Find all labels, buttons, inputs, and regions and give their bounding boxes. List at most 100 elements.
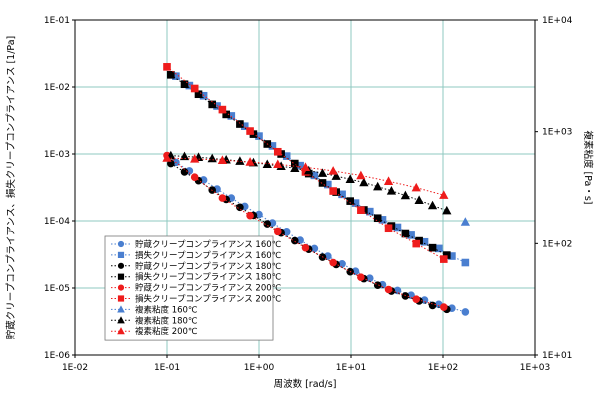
legend-item: 複素粘度 160℃: [111, 304, 198, 315]
legend-label: 複素粘度 200℃: [135, 326, 198, 337]
data-point: [328, 166, 338, 175]
plot-frame: [74, 19, 536, 356]
data-point: [373, 214, 382, 223]
data-point: [401, 229, 410, 238]
data-point: [245, 157, 255, 166]
legend-label: 複素粘度 160℃: [135, 304, 198, 315]
data-point: [246, 211, 254, 220]
data-point: [273, 147, 282, 156]
legend-item: 損失クリープコンプライアンス 180℃: [111, 272, 282, 283]
x-axis-title: 周波数 [rad/s]: [274, 378, 337, 390]
x-tick-label: 1E+03: [520, 363, 550, 373]
data-point: [318, 179, 327, 187]
data-point: [461, 258, 470, 267]
data-point: [427, 200, 438, 210]
data-point: [384, 285, 393, 294]
data-point: [236, 203, 244, 212]
data-point: [357, 273, 365, 281]
y-left-tick-label: 1E-02: [44, 83, 70, 93]
data-point: [218, 194, 227, 202]
legend-item: 複素粘度 180℃: [111, 315, 198, 326]
legend-item: 損失クリープコンプライアンス 160℃: [111, 250, 282, 261]
y-left-axis: 1E-06 1E-05 1E-04 1E-03 1E-02 1E-01: [44, 16, 75, 361]
data-point: [412, 239, 421, 248]
legend-label: 損失クリープコンプライアンス 160℃: [135, 250, 282, 261]
legend-marker: [117, 327, 125, 335]
data-point: [163, 63, 171, 71]
legend-label: 複素粘度 180℃: [135, 315, 198, 326]
y-left-tick-label: 1E-04: [44, 217, 70, 227]
legend-label: 貯蔵クリープコンプライアンス 160℃: [135, 239, 282, 250]
data-point: [461, 308, 470, 316]
y-left-tick-label: 1E-01: [44, 16, 70, 26]
data-point: [373, 181, 383, 191]
data-point: [428, 301, 437, 310]
data-point: [236, 120, 244, 128]
data-point: [359, 177, 369, 187]
legend-item: 貯蔵クリープコンプライアンス 180℃: [111, 261, 282, 272]
series-line: [170, 74, 448, 256]
legend-label: 損失クリープコンプライアンス 200℃: [135, 294, 282, 305]
data-point: [373, 281, 382, 290]
data-point: [167, 71, 175, 79]
y-right-tick-label: 1E+03: [542, 128, 572, 138]
data-point: [190, 173, 199, 182]
data-point: [179, 151, 190, 161]
x-tick-label: 1E+02: [428, 363, 458, 373]
legend-marker: [117, 316, 125, 324]
data-point: [442, 205, 452, 215]
data-point: [222, 110, 230, 119]
data-point: [356, 170, 366, 180]
series-8: [166, 150, 452, 215]
legend-marker: [117, 262, 125, 269]
y-right-axis-title: 複素粘度 [Pa・s]: [582, 130, 594, 204]
data-point: [246, 127, 254, 135]
data-point: [439, 190, 449, 199]
data-point: [412, 295, 421, 304]
data-point: [190, 154, 200, 163]
data-point: [273, 227, 282, 236]
legend-marker: [117, 284, 125, 291]
data-point: [217, 155, 228, 164]
data-point: [384, 224, 393, 233]
x-tick-label: 1E-01: [154, 363, 180, 373]
y-left-tick-label: 1E-05: [44, 284, 70, 294]
data-point: [167, 159, 175, 168]
data-point: [460, 217, 470, 226]
grid: [75, 20, 535, 355]
x-tick-label: 1E+00: [244, 363, 275, 373]
series-line: [166, 157, 444, 196]
data-point: [345, 174, 355, 183]
data-point: [439, 255, 448, 263]
legend-box: [104, 235, 274, 341]
x-tick-label: 1E-02: [62, 363, 88, 373]
legend-label: 貯蔵クリープコンプライアンス 180℃: [135, 261, 282, 272]
data-point: [263, 220, 272, 228]
data-point: [428, 243, 437, 252]
data-point: [329, 187, 337, 195]
data-point: [290, 163, 300, 173]
data-point: [273, 159, 283, 169]
data-point: [357, 206, 365, 214]
data-point: [383, 176, 394, 185]
y-right-tick-label: 1E+02: [542, 239, 572, 249]
data-point: [331, 171, 341, 180]
series-line: [170, 155, 447, 212]
data-point: [190, 84, 199, 93]
series-5: [163, 151, 448, 311]
data-point: [401, 292, 410, 300]
y-left-axis-title: 貯蔵クリープコンプライアンス、損失クリープコンプライアンス [1/Pa]: [5, 36, 17, 339]
data-point: [411, 182, 421, 192]
data-point: [386, 186, 397, 195]
y-right-tick-label: 1E+04: [542, 16, 573, 26]
data-point: [218, 105, 227, 114]
data-point: [317, 168, 328, 177]
y-right-axis: 1E+01 1E+02 1E+03 1E+04: [535, 16, 573, 361]
data-point: [414, 195, 424, 204]
data-point: [329, 258, 337, 267]
legend-marker: [117, 251, 125, 259]
legend-item: 貯蔵クリープコンプライアンス 200℃: [111, 283, 282, 294]
